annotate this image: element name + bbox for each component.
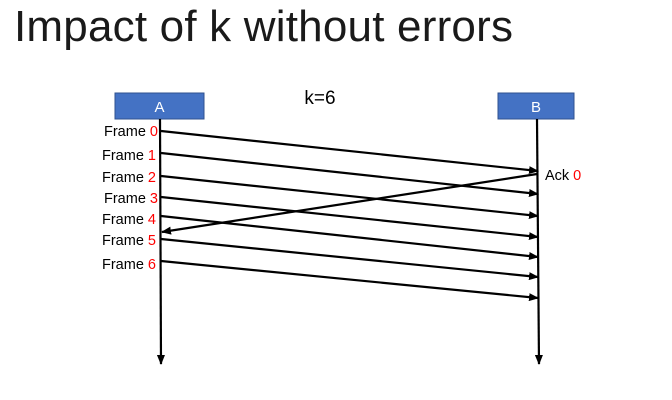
frame-arrow (160, 237, 539, 281)
sender-timeline (156, 118, 165, 365)
sender-box (114, 92, 205, 120)
frame-word: Frame (104, 191, 150, 207)
frame-number: 0 (150, 124, 158, 140)
frame-arrow (160, 174, 539, 220)
frame-number: 2 (148, 170, 156, 186)
frame-word: Frame (102, 170, 148, 186)
frame-word: Frame (102, 257, 148, 273)
frame-label: Frame 4 (102, 212, 156, 228)
receiver-label: B (531, 99, 541, 116)
frame-number: 6 (148, 257, 156, 273)
frame-word: Frame (102, 148, 148, 164)
frame-label: Frame 5 (102, 233, 156, 249)
frame-arrow (160, 129, 539, 175)
frame-arrow (160, 195, 539, 241)
frame-arrow (160, 259, 539, 302)
frame-word: Frame (104, 124, 150, 140)
receiver-box (497, 92, 575, 120)
frame-label: Frame 2 (102, 170, 156, 186)
frame-arrow (160, 214, 539, 261)
frame-word: Frame (102, 212, 148, 228)
ack-word: Ack (545, 168, 570, 184)
sender-node: A (114, 92, 205, 120)
ack-arrow (161, 172, 538, 235)
frame-label: Frame 3 (104, 191, 158, 207)
ack-label: Ack 0 (545, 168, 581, 184)
frame-arrow (160, 151, 539, 198)
frame-label: Frame 6 (102, 257, 156, 273)
frame-label: Frame 1 (102, 148, 156, 164)
frame-number: 1 (148, 148, 156, 164)
window-size-label: k=6 (304, 88, 335, 109)
frame-number: 5 (148, 233, 156, 249)
slide-title: Impact of k without errors (14, 2, 514, 51)
frame-word: Frame (102, 233, 148, 249)
frame-arrows (160, 129, 539, 302)
receiver-node: B (497, 92, 575, 120)
ack-number: 0 (573, 168, 581, 184)
receiver-timeline (534, 118, 543, 365)
sender-label: A (154, 99, 164, 116)
frame-label: Frame 0 (104, 124, 158, 140)
frame-number: 4 (148, 212, 156, 228)
frame-number: 3 (150, 191, 158, 207)
